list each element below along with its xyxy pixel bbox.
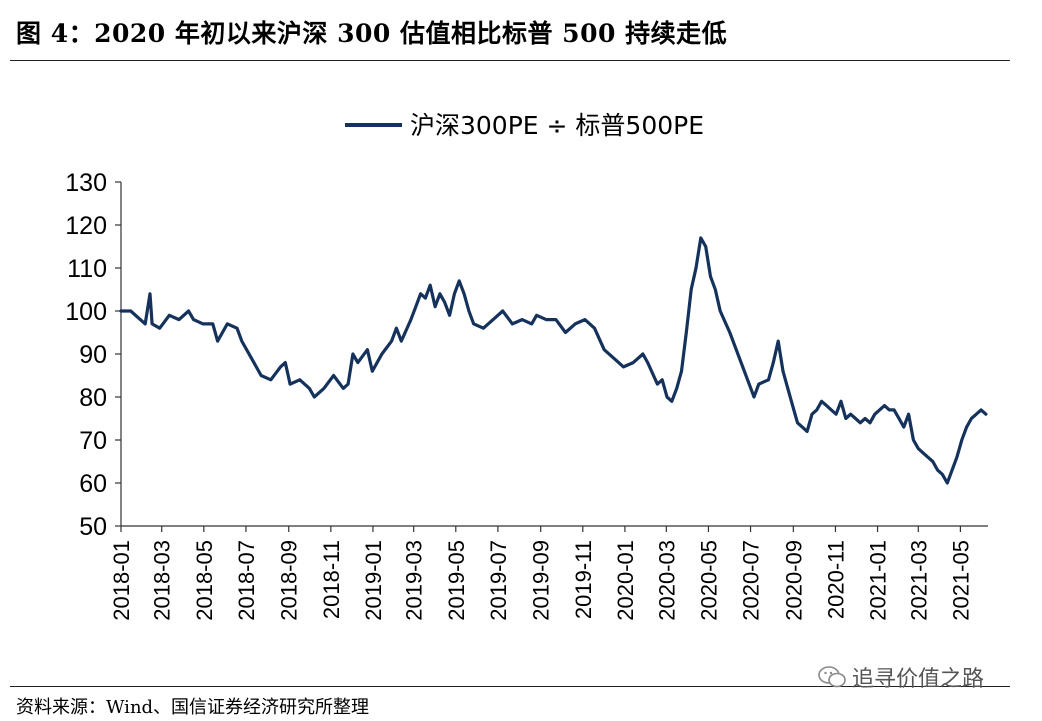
series-line (119, 236, 988, 485)
y-tick-label: 110 (67, 255, 107, 283)
plot-area (119, 236, 988, 485)
x-tick-label: 2021-03 (906, 540, 931, 621)
y-tick-label: 60 (79, 470, 107, 498)
wechat-icon (818, 666, 846, 688)
y-tick-label: 90 (79, 341, 107, 369)
figure-title: 图 4：2020 年初以来沪深 300 估值相比标普 500 持续走低 (16, 19, 728, 48)
x-tick-label: 2018-01 (109, 540, 134, 621)
x-axis: 2018-01 2018-03 2018-05 2018-07 2018-09 2018-… (109, 525, 988, 621)
y-tick-label: 80 (79, 384, 107, 412)
y-axis: 50 60 70 80 90 100 110 120 130 (65, 169, 122, 541)
x-tick-label: 2018-07 (234, 540, 259, 621)
legend-label: 沪深300PE ÷ 标普500PE (410, 111, 704, 140)
y-tick-label: 120 (65, 212, 107, 240)
watermark-text: 追寻价值之路 (852, 667, 985, 692)
bottom-rule (10, 686, 1010, 687)
x-tick-label: 2019-11 (571, 540, 596, 619)
x-tick-label: 2020-01 (613, 540, 638, 621)
x-tick-label: 2020-05 (696, 540, 721, 621)
y-tick-label: 50 (79, 513, 107, 541)
x-tick-label: 2020-11 (823, 540, 848, 619)
y-tick-label: 70 (79, 427, 107, 455)
legend: 沪深300PE ÷ 标普500PE (345, 111, 704, 140)
x-tick-label: 2018-09 (277, 540, 302, 621)
x-tick-label: 2019-07 (486, 540, 511, 621)
x-tick-label: 2019-05 (444, 540, 469, 621)
x-tick-label: 2018-11 (319, 540, 344, 619)
x-tick-label: 2019-03 (402, 540, 427, 621)
top-rule (10, 60, 1010, 61)
x-tick-label: 2020-09 (781, 540, 806, 621)
line-chart: 沪深300PE ÷ 标普500PE 50 60 70 80 90 100 110 120 130… (65, 111, 988, 621)
source-note: 资料来源：Wind、国信证券经济研究所整理 (16, 697, 370, 718)
x-tick-label: 2019-01 (361, 540, 386, 621)
x-tick-label: 2019-09 (529, 540, 554, 621)
x-tick-label: 2020-03 (654, 540, 679, 621)
x-tick-label: 2020-07 (739, 540, 764, 621)
x-tick-label: 2021-01 (866, 540, 891, 621)
y-tick-label: 100 (65, 298, 107, 326)
watermark: 追寻价值之路 (818, 661, 984, 693)
x-tick-label: 2018-03 (150, 540, 175, 621)
x-tick-label: 2021-05 (948, 540, 973, 621)
y-tick-label: 130 (65, 169, 107, 197)
x-tick-label: 2018-05 (192, 540, 217, 621)
